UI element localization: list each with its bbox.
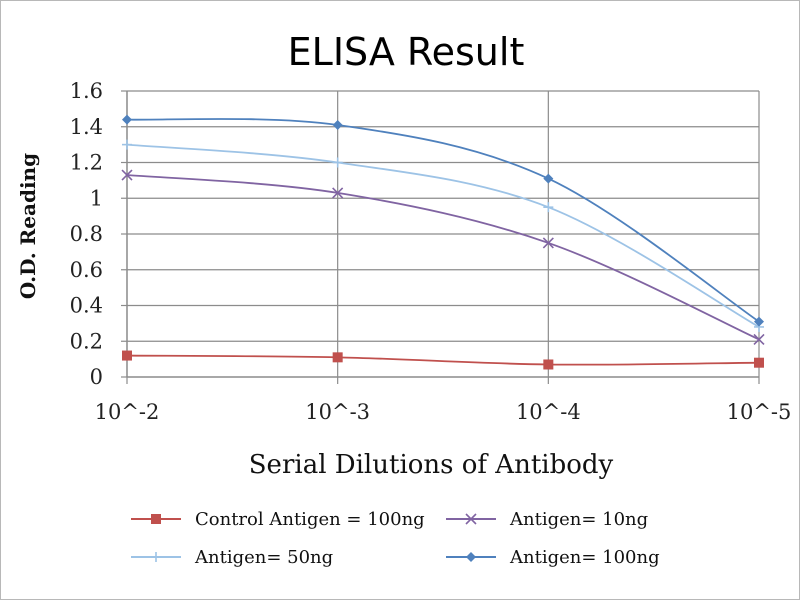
legend-label: Antigen= 50ng — [194, 547, 333, 568]
y-tick-label: 0.4 — [70, 294, 103, 318]
data-point — [121, 169, 133, 181]
data-point — [543, 359, 554, 370]
legend-label: Control Antigen = 100ng — [195, 509, 425, 530]
legend-swatch-marker — [151, 552, 161, 562]
y-tick-label: 0.6 — [70, 258, 103, 282]
series-line — [126, 118, 760, 323]
data-point — [332, 157, 343, 168]
legend-item: Antigen= 100ng — [446, 547, 660, 568]
data-point — [542, 237, 554, 249]
legend-swatch-marker — [465, 513, 477, 525]
legend-label: Antigen= 10ng — [509, 509, 648, 530]
y-tick-label: 1 — [90, 186, 103, 210]
series-line — [126, 354, 760, 366]
series-line — [126, 143, 760, 328]
legend-label: Antigen= 100ng — [509, 547, 660, 568]
x-tick-label: 10^-3 — [305, 400, 370, 424]
series-line — [126, 174, 760, 341]
y-tick-label: 1.2 — [70, 151, 103, 175]
data-point — [754, 316, 764, 327]
series-1 — [122, 350, 764, 370]
legend-swatch-marker — [151, 514, 161, 524]
x-tick-label: 10^-2 — [95, 400, 160, 424]
data-point — [543, 173, 554, 184]
data-point — [122, 114, 132, 125]
data-point-stroke — [121, 169, 133, 181]
legend: Control Antigen = 100ng Antigen= 10ng Anti… — [131, 509, 660, 568]
data-point — [122, 139, 132, 150]
data-point-stroke — [542, 237, 554, 249]
series-lines — [121, 114, 765, 370]
data-point — [543, 202, 554, 213]
data-point-stroke — [332, 187, 344, 199]
data-point — [753, 333, 765, 346]
x-tick-label: 10^-5 — [727, 400, 792, 424]
series-2 — [121, 169, 765, 346]
y-axis-title: O.D. Reading — [16, 153, 40, 299]
y-tick-label: 1.6 — [70, 79, 103, 103]
data-point — [332, 187, 344, 199]
y-tick-label: 0 — [90, 365, 103, 389]
y-tick-label: 0.8 — [70, 222, 103, 246]
data-point-stroke — [753, 333, 765, 346]
data-point — [332, 352, 343, 363]
y-tick-label: 1.4 — [70, 115, 103, 139]
legend-swatch-marker — [466, 552, 476, 562]
legend-item: Control Antigen = 100ng — [131, 509, 425, 530]
data-point — [754, 357, 764, 368]
axes: 0 0.2 0.4 0.6 0.8 1 1.2 1.4 1.6 10^-2 10^-3 10^-4 10… — [70, 79, 792, 424]
legend-swatch-marker-stroke — [465, 513, 477, 525]
x-tick-label: 10^-4 — [516, 400, 581, 424]
legend-item: Antigen= 10ng — [446, 509, 648, 530]
data-point — [332, 119, 343, 130]
grid — [126, 90, 760, 384]
y-tick-label: 0.2 — [70, 329, 103, 353]
chart-title: ELISA Result — [288, 30, 525, 74]
data-point — [122, 350, 132, 361]
legend-item: Antigen= 50ng — [131, 547, 333, 568]
x-axis-title: Serial Dilutions of Antibody — [249, 450, 614, 480]
series-3 — [122, 139, 764, 332]
series-4 — [122, 114, 764, 327]
